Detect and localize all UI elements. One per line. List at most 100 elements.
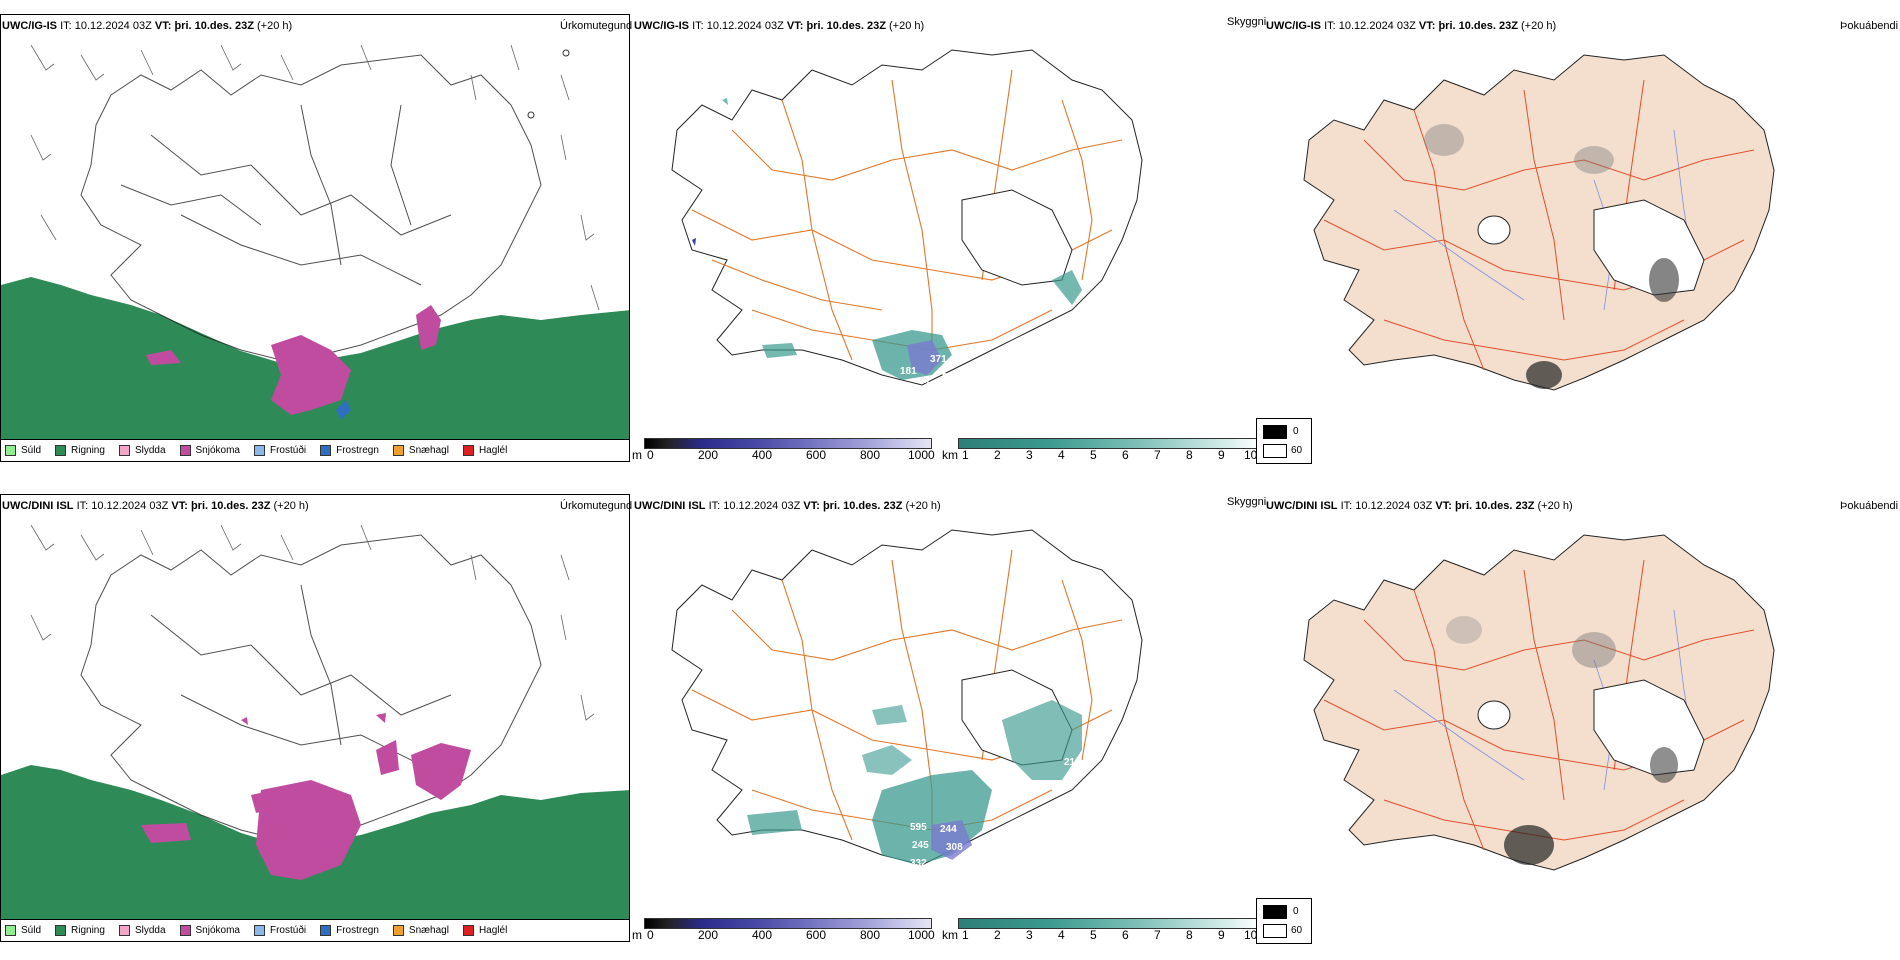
title-fog: Þokuábendi xyxy=(1840,500,1899,512)
vis-label: 181 xyxy=(900,366,917,377)
visibility-tick: 6 xyxy=(1122,448,1129,462)
legend-item-snow: Snjókoma xyxy=(179,445,240,456)
legend-item-rain: Rigning xyxy=(55,445,105,456)
vis-label: 135 xyxy=(902,384,919,395)
visibility-map: 595 245 332 244 308 292 213 m 0 200 400 … xyxy=(632,490,1264,960)
visibility-tick: 8 xyxy=(1186,448,1193,462)
vis-label: 213 xyxy=(1064,757,1081,768)
elevation-tick: 1000 xyxy=(908,448,935,462)
freezing-rain-swatch xyxy=(320,445,332,456)
fog-key: 0 60 xyxy=(1256,898,1312,944)
elevation-tick: 0 xyxy=(647,448,654,462)
elevation-unit: m xyxy=(632,448,642,462)
snow-swatch xyxy=(179,925,191,936)
visibility-tick: 7 xyxy=(1154,928,1161,942)
fog-key-black-label: 0 xyxy=(1293,426,1299,437)
visibility-tick: 9 xyxy=(1218,448,1225,462)
visibility-tick: 7 xyxy=(1154,448,1161,462)
drizzle-swatch xyxy=(5,445,16,456)
hail-swatch xyxy=(462,445,474,456)
header-visibility: UWC/DINI ISL IT: 10.12.2024 03Z VT: þri.… xyxy=(634,500,941,512)
title-visibility: Skyggni xyxy=(1227,496,1267,508)
visibility-tick: 8 xyxy=(1186,928,1193,942)
elevation-tick: 800 xyxy=(860,448,881,462)
title-precip-type: Úrkomutegund xyxy=(560,500,633,512)
visibility-tick: 2 xyxy=(994,928,1001,942)
fog-key-black-swatch xyxy=(1263,425,1287,439)
precip-legend: Súld Rigning Slydda Snjókoma Frostúði Fr… xyxy=(1,439,629,461)
visibility-tick: 4 xyxy=(1058,448,1065,462)
rain-swatch xyxy=(55,445,67,456)
visibility-colorbar: km 1 2 3 4 5 6 7 8 9 10 xyxy=(942,438,1262,464)
rain-swatch xyxy=(55,925,67,936)
precip-type-map: Súld Rigning Slydda Snjókoma Frostúði Fr… xyxy=(0,10,632,480)
visibility-tick: 9 xyxy=(1218,928,1225,942)
vis-label: 265 xyxy=(942,372,959,383)
elevation-colorbar: m 0 200 400 600 800 1000 xyxy=(632,918,937,944)
elevation-tick: 600 xyxy=(806,928,827,942)
hail-swatch xyxy=(462,925,474,936)
fog-key-white-swatch xyxy=(1263,444,1287,458)
sleet-swatch xyxy=(118,925,130,936)
legend-item-freezing-drizzle: Frostúði xyxy=(253,925,306,936)
visibility-unit: km xyxy=(942,448,958,462)
visibility-tick: 6 xyxy=(1122,928,1129,942)
snow-swatch xyxy=(179,445,191,456)
legend-item-freezing-rain: Frostregn xyxy=(320,445,379,456)
visibility-tick: 10 xyxy=(1244,448,1258,462)
header-precip: UWC/DINI ISL IT: 10.12.2024 03Z VT: þri.… xyxy=(2,500,309,512)
elevation-gradient xyxy=(644,918,932,929)
title-visibility: Skyggni xyxy=(1227,16,1267,28)
visibility-tick: 5 xyxy=(1090,928,1097,942)
legend-item-sleet: Slydda xyxy=(118,925,166,936)
elevation-gradient xyxy=(644,438,932,449)
visibility-labels: 595 245 332 244 308 292 213 xyxy=(910,757,1081,869)
legend-item-snow-pellets: Snæhagl xyxy=(392,925,449,936)
legend-item-rain: Rigning xyxy=(55,925,105,936)
fog-key: 0 60 xyxy=(1256,418,1312,464)
elevation-tick: 800 xyxy=(860,928,881,942)
title-precip-type: Úrkomutegund xyxy=(560,20,633,32)
legend-item-freezing-rain: Frostregn xyxy=(320,925,379,936)
visibility-tick: 4 xyxy=(1058,928,1065,942)
fog-indicator-map: 0 60 xyxy=(1256,10,1900,480)
legend-item-sleet: Slydda xyxy=(118,445,166,456)
legend-item-snow-pellets: Snæhagl xyxy=(392,445,449,456)
elevation-tick: 1000 xyxy=(908,928,935,942)
vis-label: 332 xyxy=(910,858,927,869)
vis-label: 308 xyxy=(946,842,963,853)
elevation-tick: 200 xyxy=(698,448,719,462)
legend-item-drizzle: Súld xyxy=(5,445,41,456)
fog-indicator-map: 0 60 xyxy=(1256,490,1900,960)
forecast-row-ig-is: UWC/IG-IS IT: 10.12.2024 03Z VT: þri. 10… xyxy=(0,10,1900,480)
elevation-tick: 400 xyxy=(752,928,773,942)
legend-item-drizzle: Súld xyxy=(5,925,41,936)
visibility-unit: km xyxy=(942,928,958,942)
precip-type-map: Súld Rigning Slydda Snjókoma Frostúði Fr… xyxy=(0,490,632,960)
elevation-ticks: m 0 200 400 600 800 1000 xyxy=(632,928,937,942)
visibility-tick: 3 xyxy=(1026,448,1033,462)
precip-map-frame: Súld Rigning Slydda Snjókoma Frostúði Fr… xyxy=(0,494,630,942)
visibility-tick: 1 xyxy=(962,928,969,942)
header-visibility: UWC/IG-IS IT: 10.12.2024 03Z VT: þri. 10… xyxy=(634,20,925,32)
legend-item-hail: Haglél xyxy=(462,925,507,936)
visibility-tick: 10 xyxy=(1244,928,1258,942)
sleet-swatch xyxy=(118,445,130,456)
visibility-tick: 5 xyxy=(1090,448,1097,462)
vis-label: 326 xyxy=(1060,332,1077,343)
visibility-map: 371 181 135 260 265 326 m 0 200 400 600 … xyxy=(632,10,1264,480)
drizzle-swatch xyxy=(5,925,16,936)
fog-key-white-label: 60 xyxy=(1291,925,1303,936)
elevation-colorbar: m 0 200 400 600 800 1000 xyxy=(632,438,937,464)
header-fog: UWC/DINI ISL IT: 10.12.2024 03Z VT: þri.… xyxy=(1266,500,1573,512)
elevation-tick: 200 xyxy=(698,928,719,942)
header-fog: UWC/IG-IS IT: 10.12.2024 03Z VT: þri. 10… xyxy=(1266,20,1557,32)
vis-label: 292 xyxy=(936,858,953,869)
vis-label: 260 xyxy=(924,380,941,391)
snow-pellets-swatch xyxy=(392,925,404,936)
precip-legend: Súld Rigning Slydda Snjókoma Frostúði Fr… xyxy=(1,919,629,941)
freezing-drizzle-swatch xyxy=(253,925,265,936)
legend-item-hail: Haglél xyxy=(462,445,507,456)
visibility-labels: 371 181 135 260 265 326 xyxy=(900,332,1077,395)
visibility-tick: 2 xyxy=(994,448,1001,462)
